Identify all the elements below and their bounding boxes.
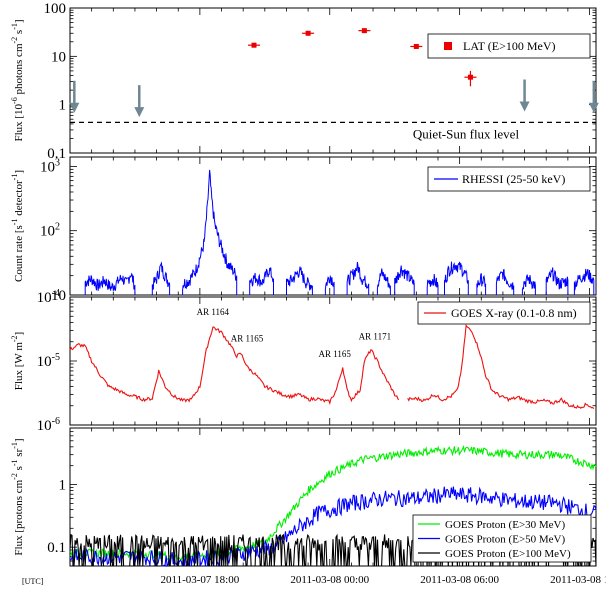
rhessi-series-line: [521, 274, 536, 295]
goes-proton-panel-frame: [69, 427, 597, 567]
rhessi-legend-label: RHESSI (25-50 keV): [462, 172, 565, 186]
proton-50-legend-label: GOES Proton (E>50 MeV): [445, 534, 566, 546]
proton-30-legend-label: GOES Proton (E>30 MeV): [445, 519, 566, 531]
active-region-label: AR 1164: [197, 307, 230, 317]
rhessi-y-axis-label: Count rate [s-1 detector-1]: [10, 170, 25, 282]
rhessi-legend: RHESSI (25-50 keV): [427, 166, 591, 192]
rhessi-series-line: [324, 274, 335, 295]
quiet-sun-label: Quiet-Sun flux level: [413, 126, 520, 141]
rhessi-series-line: [84, 272, 136, 295]
rhessi-series-line: [346, 261, 370, 295]
rhessi-series-line: [545, 267, 569, 295]
rhessi-series-line: [476, 273, 487, 295]
rhessi-series-line: [394, 265, 415, 295]
active-region-label: AR 1165: [231, 334, 264, 344]
lat-y-axis-label: Flux [10-6 photons cm-2 s-1]: [10, 19, 25, 141]
y-tick-label: 1: [59, 98, 67, 114]
x-tick-label: 2011-03-08 12:00: [550, 574, 606, 586]
goes-proton-legend: GOES Proton (E>30 MeV) GOES Proton (E>50…: [412, 514, 592, 563]
rhessi-series-line: [444, 261, 469, 295]
y-tick-label: 102: [40, 222, 60, 240]
lat-data-point: [413, 43, 419, 49]
rhessi-series-line: [151, 261, 171, 295]
lat-legend-marker: [444, 42, 452, 50]
goes-xray-series-line: [69, 326, 400, 406]
upper-limit-arrowhead: [134, 107, 145, 118]
goes-xray-series-line: [407, 324, 595, 410]
y-tick-label: 103: [40, 157, 60, 175]
rhessi-series-line: [182, 169, 238, 295]
rhessi-panel-frame: [69, 156, 597, 296]
panel-lat: [69, 7, 597, 154]
lat-panel-frame: [69, 7, 597, 154]
y-tick-label: 0.1: [47, 540, 66, 556]
rhessi-series-line: [426, 273, 439, 295]
rhessi-series-line: [495, 269, 515, 295]
y-tick-label: 1: [59, 478, 67, 494]
proton-50-series-line: [69, 486, 597, 568]
x-tick-label: 2011-03-07 18:00: [161, 574, 240, 586]
y-tick-label: 10-5: [37, 352, 60, 370]
lat-legend-label: LAT (E>100 MeV): [463, 39, 556, 53]
proton-100-legend-label: GOES Proton (E>100 MeV): [445, 548, 571, 560]
upper-limit-arrowhead: [519, 101, 530, 112]
y-tick-label: 10: [51, 288, 66, 304]
goes-xray-legend-label: GOES X-ray (0.1-0.8 nm): [451, 306, 577, 320]
lat-data-point: [251, 42, 257, 48]
upper-limit-arrowhead: [69, 102, 80, 113]
goes-xray-legend: GOES X-ray (0.1-0.8 nm): [417, 301, 591, 325]
panel-goes-proton: [69, 427, 597, 567]
lat-data-point: [361, 28, 367, 34]
lat-data-point: [305, 30, 311, 36]
x-tick-label: 2011-03-08 00:00: [290, 574, 369, 586]
y-tick-label: 10-4: [37, 288, 60, 306]
utc-label: [UTC]: [22, 577, 44, 586]
y-tick-label: 0.1: [47, 146, 66, 162]
lat-data-point: [467, 74, 473, 80]
rhessi-series-line: [573, 268, 595, 295]
active-region-label: AR 1171: [359, 332, 391, 342]
panel-rhessi: [69, 156, 597, 296]
upper-limit-arrowhead: [588, 102, 599, 113]
y-tick-label: 100: [44, 1, 67, 17]
x-tick-label: 2011-03-08 06:00: [420, 574, 499, 586]
active-region-label: AR 1165: [319, 349, 352, 359]
y-tick-label: 10: [51, 49, 66, 65]
goes-xray-y-axis-label: Flux [W m-2]: [10, 332, 25, 390]
y-tick-label: 10-6: [37, 416, 60, 434]
lat-legend: LAT (E>100 MeV): [427, 33, 591, 59]
rhessi-series-line: [249, 267, 274, 295]
rhessi-series-line: [286, 266, 313, 295]
rhessi-series-line: [376, 268, 391, 295]
goes-proton-y-axis-label: Flux [protons cm-2 s-1 sr-1]: [10, 438, 25, 555]
